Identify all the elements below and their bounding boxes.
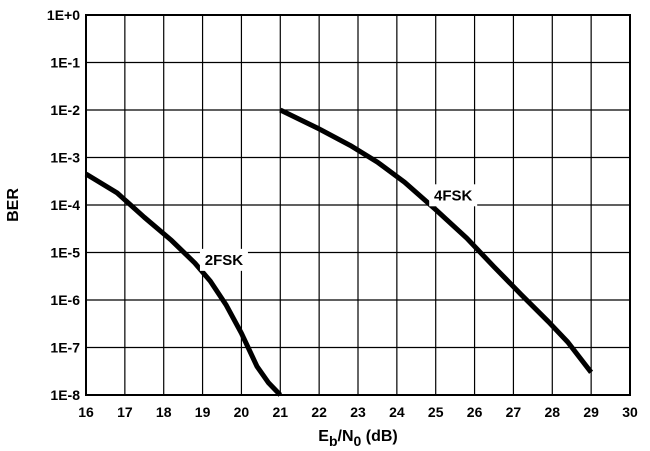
- x-tick-label: 18: [156, 404, 172, 420]
- y-tick-label: 1E+0: [47, 7, 80, 23]
- x-tick-label: 24: [389, 404, 405, 420]
- x-tick-label: 28: [544, 404, 560, 420]
- y-tick-label: 1E-2: [50, 102, 80, 118]
- x-axis-label-sub1: b: [329, 433, 338, 449]
- y-tick-label: 1E-4: [50, 197, 80, 213]
- x-tick-label: 27: [506, 404, 522, 420]
- x-tick-label: 29: [583, 404, 599, 420]
- x-axis-label-main: E: [318, 428, 329, 445]
- annotation-background: [199, 248, 248, 271]
- y-tick-label: 1E-1: [50, 55, 80, 71]
- x-tick-label: 20: [234, 404, 250, 420]
- x-axis-label-sub2: 0: [354, 433, 362, 449]
- plot-frame: [85, 14, 631, 396]
- x-tick-label: 30: [622, 404, 638, 420]
- x-tick-label: 19: [195, 404, 211, 420]
- tick-labels: 16 17 18 19 20 21 22 23 24 25 26 27 28 29 30 1E+0 1E-1 1E…: [47, 7, 638, 420]
- x-tick-label: 26: [467, 404, 483, 420]
- x-tick-label: 17: [117, 404, 133, 420]
- annotation-label-4fsk: 4FSK: [434, 187, 473, 204]
- annotation-label-2fsk: 2FSK: [205, 252, 244, 269]
- data-series: [84, 107, 594, 397]
- grid-lines: [86, 15, 630, 395]
- x-axis-label: Eb/N0 (dB): [318, 428, 397, 449]
- x-tick-label: 16: [78, 404, 94, 420]
- x-axis-label-mid: /N: [338, 428, 354, 445]
- series-annotations: 2FSK 4FSK: [199, 184, 478, 271]
- series-line-2fsk: [84, 171, 283, 397]
- y-tick-label: 1E-7: [50, 340, 80, 356]
- y-tick-label: 1E-6: [50, 292, 80, 308]
- y-tick-label: 1E-5: [50, 245, 80, 261]
- x-tick-label: 23: [350, 404, 366, 420]
- series-line-4fsk: [279, 107, 594, 374]
- y-tick-label: 1E-8: [50, 387, 80, 403]
- annotation-background: [429, 184, 478, 207]
- x-tick-label: 21: [272, 404, 288, 420]
- y-axis-label: BER: [5, 188, 22, 222]
- x-tick-label: 22: [311, 404, 327, 420]
- x-tick-label: 25: [428, 404, 444, 420]
- x-axis-label-tail: (dB): [361, 428, 397, 445]
- y-tick-label: 1E-3: [50, 150, 80, 166]
